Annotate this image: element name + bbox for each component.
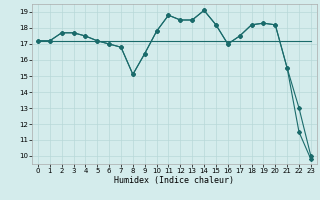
X-axis label: Humidex (Indice chaleur): Humidex (Indice chaleur): [115, 176, 234, 185]
